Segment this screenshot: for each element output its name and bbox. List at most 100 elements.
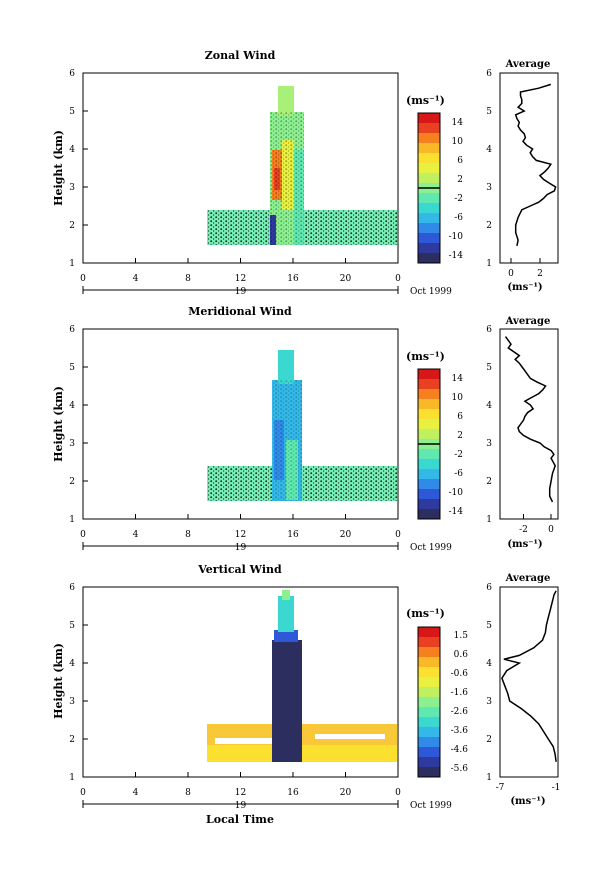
meridional-ytick-label: 3 xyxy=(69,439,75,449)
zonal-profile-frame xyxy=(499,72,559,264)
vertical-xtick-label: 8 xyxy=(185,788,191,798)
vertical-colorbar-label: -5.6 xyxy=(451,764,469,774)
zonal-colorbar-label: -10 xyxy=(449,232,464,242)
zonal-ytick-label: 2 xyxy=(69,221,75,231)
zonal-profile-xtick-label: 2 xyxy=(537,269,543,279)
meridional-colorbar-label: -10 xyxy=(449,488,464,498)
vertical-profile-xtick-label: -1 xyxy=(552,783,561,793)
zonal-xtick-label: 8 xyxy=(185,274,191,284)
vertical-x-ticks: 0 4 8 12 16 20 0 xyxy=(80,772,401,798)
meridional-ytick-label: 4 xyxy=(69,401,75,411)
meridional-column-dots xyxy=(272,380,302,501)
vertical-colorbar-label: -1.6 xyxy=(451,688,469,698)
zonal-xtick-label: 0 xyxy=(80,274,86,284)
vertical-profile-ytick-label: 4 xyxy=(486,659,492,669)
meridional-date-day: 19 xyxy=(235,543,247,553)
meridional-date-label: Oct 1999 xyxy=(410,543,452,553)
meridional-profile-ytick-label: 3 xyxy=(486,439,492,449)
meridional-wind-axes: 1 2 3 4 5 6 0 4 8 12 16 20 xyxy=(69,325,452,553)
vertical-profile-title: Average xyxy=(505,573,551,584)
zonal-ytick-label: 1 xyxy=(69,259,75,269)
vertical-profile-yticks: 1 2 3 4 5 6 xyxy=(486,583,492,783)
vertical-colorbar-label: -4.6 xyxy=(451,745,469,755)
vertical-xtick-label: 4 xyxy=(133,788,139,798)
vertical-colorbar-label: -2.6 xyxy=(451,707,469,717)
zonal-colorbar-label: 14 xyxy=(452,118,464,128)
vertical-ytick-label: 4 xyxy=(69,659,75,669)
zonal-profile-ytick-label: 5 xyxy=(486,107,492,117)
meridional-colorbar-label: 10 xyxy=(452,393,464,403)
vertical-column-tip xyxy=(282,590,290,600)
meridional-colorbar-label: 2 xyxy=(457,431,463,441)
meridional-ytick-label: 6 xyxy=(69,325,75,335)
vertical-xlabel: Local Time xyxy=(206,813,274,826)
vertical-wind-heatmap xyxy=(207,590,397,762)
meridional-xtick-label: 4 xyxy=(133,530,139,540)
zonal-xtick-label: 20 xyxy=(340,274,352,284)
meridional-colorbar-label: 14 xyxy=(452,374,464,384)
vertical-colorbar-label: 0.6 xyxy=(454,650,469,660)
zonal-profile-ytick-label: 1 xyxy=(486,259,492,269)
vertical-ytick-label: 3 xyxy=(69,697,75,707)
vertical-wind-axes: 1 2 3 4 5 6 0 4 8 12 16 20 xyxy=(69,583,452,826)
zonal-profile-title: Average xyxy=(505,59,551,70)
zonal-wind-title: Zonal Wind xyxy=(205,49,276,62)
vertical-column-top xyxy=(274,630,298,642)
zonal-y-ticks: 1 2 3 4 5 6 xyxy=(69,69,88,269)
meridional-profile-xtick-label: -2 xyxy=(519,525,528,535)
zonal-column-dots xyxy=(270,112,304,245)
meridional-profile-ytick-label: 1 xyxy=(486,515,492,525)
vertical-low-field-gaps xyxy=(215,738,275,744)
meridional-xtick-label: 16 xyxy=(287,530,299,540)
vertical-profile-ytick-label: 2 xyxy=(486,735,492,745)
zonal-profile-xtick-label: 0 xyxy=(508,269,514,279)
zonal-profile-xlabel: (ms⁻¹) xyxy=(507,282,542,293)
zonal-profile-ytick-label: 2 xyxy=(486,221,492,231)
vertical-colorbar-frame xyxy=(417,626,441,778)
vertical-ytick-label: 1 xyxy=(69,773,75,783)
zonal-wind-ylabel: Height (km) xyxy=(52,130,65,206)
zonal-xtick-label: 0 xyxy=(395,274,401,284)
vertical-y-ticks: 1 2 3 4 5 6 xyxy=(69,583,88,783)
zonal-colorbar-label: -2 xyxy=(454,194,463,204)
zonal-wind-heatmap xyxy=(207,86,397,245)
vertical-low-field-gaps xyxy=(315,734,385,739)
zonal-ytick-label: 5 xyxy=(69,107,75,117)
zonal-xtick-label: 16 xyxy=(287,274,299,284)
zonal-colorbar-label: 10 xyxy=(452,137,464,147)
meridional-column-top xyxy=(278,350,294,384)
zonal-xtick-label: 12 xyxy=(235,274,246,284)
vertical-xtick-label: 16 xyxy=(287,788,299,798)
meridional-colorbar-unit: (ms⁻¹) xyxy=(406,350,445,363)
vertical-xtick-label: 0 xyxy=(395,788,401,798)
zonal-date-bar: 19 Oct 1999 xyxy=(82,286,452,297)
meridional-colorbar-label: -2 xyxy=(454,450,463,460)
meridional-profile-frame xyxy=(499,328,559,520)
meridional-xtick-label: 12 xyxy=(235,530,246,540)
meridional-xtick-label: 0 xyxy=(80,530,86,540)
vertical-ytick-label: 2 xyxy=(69,735,75,745)
vertical-profile-xlabel: (ms⁻¹) xyxy=(510,796,545,807)
vertical-colorbar-label: -3.6 xyxy=(451,726,469,736)
zonal-profile: Average 1 2 3 4 5 6 0 2 (ms⁻¹) xyxy=(486,59,559,293)
vertical-ytick-label: 5 xyxy=(69,621,75,631)
vertical-xtick-label: 12 xyxy=(235,788,246,798)
meridional-profile-line xyxy=(504,336,557,503)
meridional-date-bar: 19 Oct 1999 xyxy=(82,542,452,553)
vertical-wind-ylabel: Height (km) xyxy=(52,643,65,719)
meridional-colorbar-swatches xyxy=(418,369,440,519)
meridional-ytick-label: 1 xyxy=(69,515,75,525)
zonal-profile-ytick-label: 6 xyxy=(486,69,492,79)
meridional-profile-ytick-label: 5 xyxy=(486,363,492,373)
vertical-colorbar-unit: (ms⁻¹) xyxy=(406,607,445,620)
meridional-profile-xlabel: (ms⁻¹) xyxy=(507,539,542,550)
zonal-colorbar: (ms⁻¹) 14 10 6 xyxy=(406,94,464,264)
meridional-wind-title: Meridional Wind xyxy=(188,305,292,318)
meridional-profile-ytick-label: 6 xyxy=(486,325,492,335)
vertical-colorbar-label: 1.5 xyxy=(454,631,469,641)
vertical-profile-ytick-label: 6 xyxy=(486,583,492,593)
zonal-colorbar-unit: (ms⁻¹) xyxy=(406,94,445,107)
vertical-colorbar-label: -0.6 xyxy=(451,669,469,679)
vertical-column-cap xyxy=(278,596,294,632)
zonal-colorbar-label: 6 xyxy=(457,156,463,166)
